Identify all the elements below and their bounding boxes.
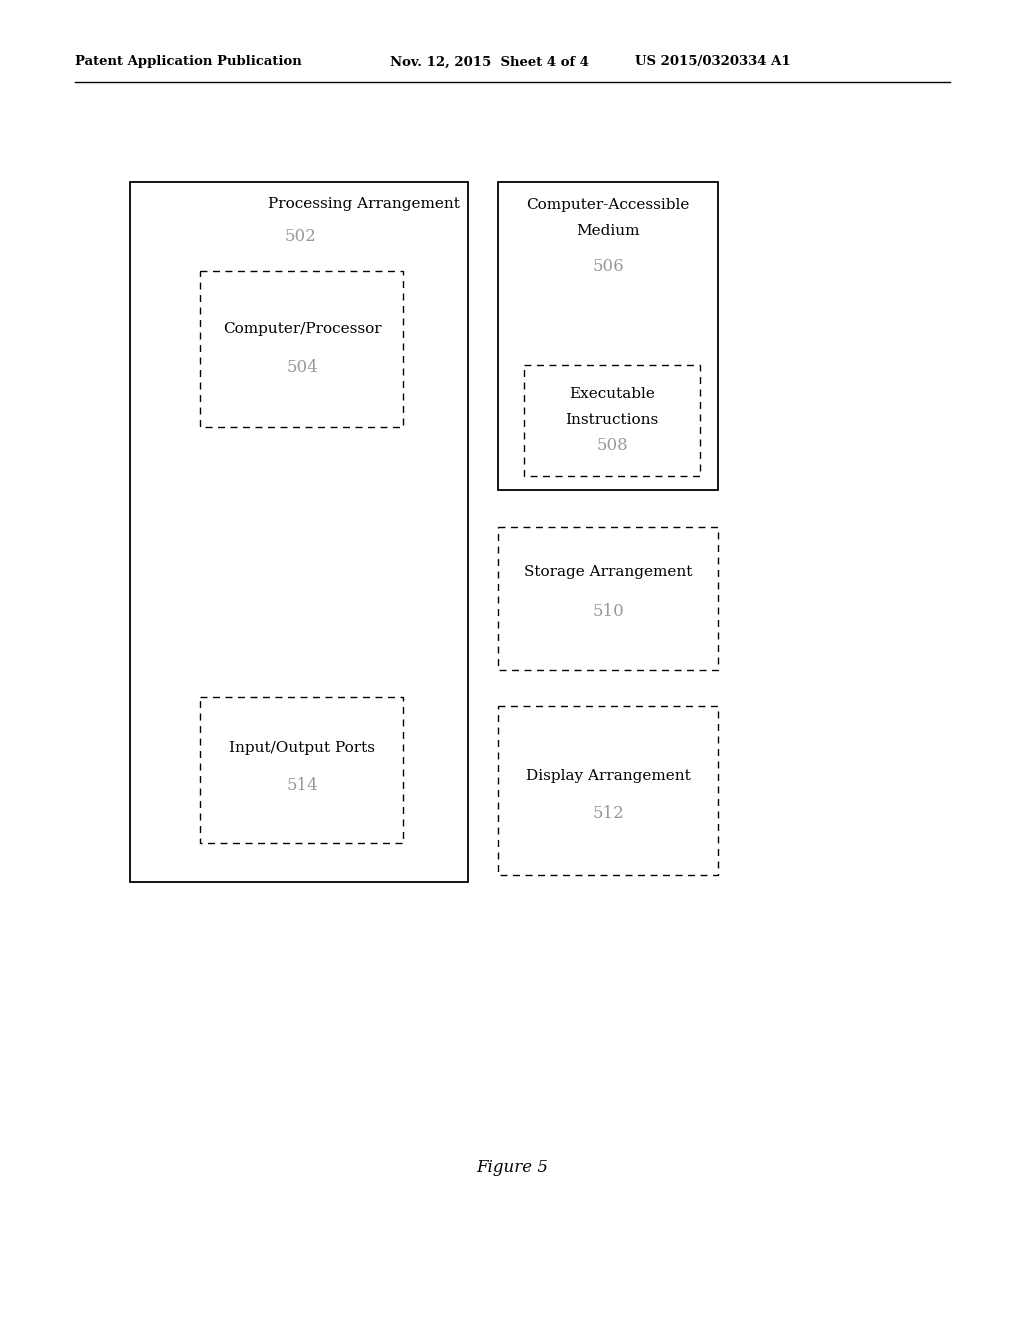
Bar (498, 182, 718, 490)
Text: Executable: Executable (569, 387, 655, 401)
Text: 508: 508 (596, 437, 628, 454)
Text: 502: 502 (284, 228, 315, 246)
Text: 504: 504 (286, 359, 317, 376)
Bar (524, 366, 700, 477)
Text: Processing Arrangement: Processing Arrangement (268, 197, 460, 211)
Text: 510: 510 (592, 603, 624, 620)
Text: 512: 512 (592, 805, 624, 822)
Text: Storage Arrangement: Storage Arrangement (524, 565, 692, 579)
Text: Patent Application Publication: Patent Application Publication (75, 55, 302, 69)
Bar (200, 697, 403, 843)
Text: Computer/Processor: Computer/Processor (222, 322, 381, 337)
Text: 506: 506 (592, 257, 624, 275)
Text: US 2015/0320334 A1: US 2015/0320334 A1 (635, 55, 791, 69)
Text: Instructions: Instructions (565, 413, 658, 426)
Text: Medium: Medium (577, 224, 640, 238)
Bar (498, 706, 718, 875)
Text: Display Arrangement: Display Arrangement (525, 770, 690, 783)
Text: 514: 514 (286, 777, 317, 795)
Text: Figure 5: Figure 5 (476, 1159, 548, 1176)
Bar (498, 527, 718, 671)
Text: Computer-Accessible: Computer-Accessible (526, 198, 690, 213)
Text: Input/Output Ports: Input/Output Ports (229, 741, 375, 755)
Bar (130, 182, 468, 882)
Text: Nov. 12, 2015  Sheet 4 of 4: Nov. 12, 2015 Sheet 4 of 4 (390, 55, 589, 69)
Bar (200, 271, 403, 426)
